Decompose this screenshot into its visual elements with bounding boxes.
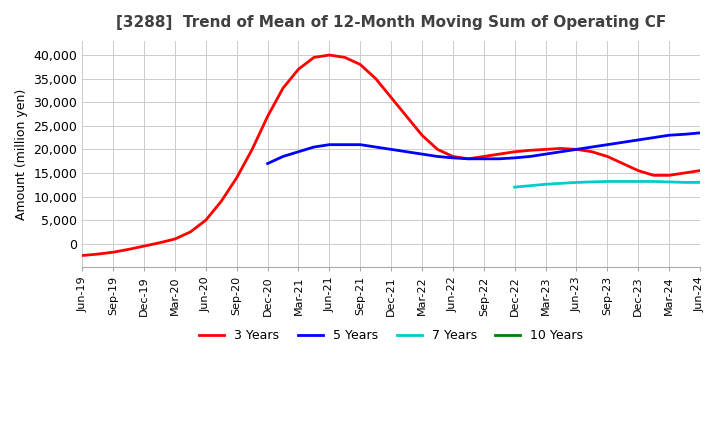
5 Years bbox=[603, 142, 612, 147]
3 Years bbox=[387, 95, 395, 100]
3 Years bbox=[480, 154, 488, 159]
3 Years bbox=[233, 175, 241, 180]
3 Years bbox=[464, 156, 472, 161]
3 Years bbox=[680, 170, 689, 176]
3 Years bbox=[665, 172, 673, 178]
3 Years bbox=[510, 149, 519, 154]
3 Years bbox=[186, 229, 194, 235]
3 Years bbox=[264, 114, 272, 119]
5 Years bbox=[325, 142, 333, 147]
3 Years bbox=[140, 243, 148, 249]
Legend: 3 Years, 5 Years, 7 Years, 10 Years: 3 Years, 5 Years, 7 Years, 10 Years bbox=[194, 324, 588, 347]
3 Years bbox=[94, 251, 102, 257]
3 Years bbox=[356, 62, 364, 67]
3 Years bbox=[696, 168, 704, 173]
3 Years bbox=[372, 76, 380, 81]
7 Years bbox=[649, 179, 658, 184]
5 Years bbox=[649, 135, 658, 140]
3 Years bbox=[418, 132, 426, 138]
Line: 7 Years: 7 Years bbox=[515, 181, 700, 187]
7 Years bbox=[588, 179, 596, 184]
3 Years bbox=[541, 147, 550, 152]
7 Years bbox=[541, 182, 550, 187]
5 Years bbox=[696, 130, 704, 136]
5 Years bbox=[526, 154, 534, 159]
5 Years bbox=[264, 161, 272, 166]
5 Years bbox=[402, 149, 411, 154]
7 Years bbox=[510, 184, 519, 190]
3 Years bbox=[449, 154, 457, 159]
3 Years bbox=[248, 147, 256, 152]
7 Years bbox=[634, 179, 642, 184]
7 Years bbox=[603, 179, 612, 184]
5 Years bbox=[572, 147, 581, 152]
5 Years bbox=[510, 155, 519, 161]
5 Years bbox=[341, 142, 349, 147]
3 Years bbox=[325, 52, 333, 58]
3 Years bbox=[109, 249, 117, 255]
5 Years bbox=[634, 137, 642, 143]
Title: [3288]  Trend of Mean of 12-Month Moving Sum of Operating CF: [3288] Trend of Mean of 12-Month Moving … bbox=[116, 15, 666, 30]
Y-axis label: Amount (million yen): Amount (million yen) bbox=[15, 88, 28, 220]
7 Years bbox=[618, 179, 627, 184]
7 Years bbox=[696, 180, 704, 185]
5 Years bbox=[387, 147, 395, 152]
3 Years bbox=[156, 240, 164, 246]
3 Years bbox=[634, 168, 642, 173]
5 Years bbox=[480, 156, 488, 161]
3 Years bbox=[202, 217, 210, 223]
5 Years bbox=[449, 155, 457, 161]
3 Years bbox=[78, 253, 86, 258]
3 Years bbox=[495, 151, 503, 157]
7 Years bbox=[526, 183, 534, 188]
5 Years bbox=[356, 142, 364, 147]
3 Years bbox=[557, 146, 565, 151]
5 Years bbox=[372, 144, 380, 150]
3 Years bbox=[310, 55, 318, 60]
7 Years bbox=[572, 180, 581, 185]
5 Years bbox=[310, 144, 318, 150]
3 Years bbox=[294, 66, 303, 72]
5 Years bbox=[433, 154, 442, 159]
7 Years bbox=[557, 181, 565, 186]
3 Years bbox=[649, 172, 658, 178]
3 Years bbox=[171, 236, 179, 242]
5 Years bbox=[618, 139, 627, 145]
3 Years bbox=[433, 147, 442, 152]
5 Years bbox=[418, 151, 426, 157]
5 Years bbox=[495, 156, 503, 161]
Line: 3 Years: 3 Years bbox=[82, 55, 700, 256]
3 Years bbox=[572, 147, 581, 152]
Line: 5 Years: 5 Years bbox=[268, 133, 700, 164]
3 Years bbox=[279, 85, 287, 91]
3 Years bbox=[526, 148, 534, 153]
3 Years bbox=[341, 55, 349, 60]
5 Years bbox=[294, 149, 303, 154]
5 Years bbox=[680, 132, 689, 137]
5 Years bbox=[464, 156, 472, 161]
7 Years bbox=[680, 180, 689, 185]
3 Years bbox=[618, 161, 627, 166]
5 Years bbox=[588, 144, 596, 150]
3 Years bbox=[217, 198, 225, 204]
3 Years bbox=[588, 149, 596, 154]
5 Years bbox=[665, 132, 673, 138]
5 Years bbox=[541, 151, 550, 157]
3 Years bbox=[125, 247, 133, 252]
3 Years bbox=[603, 154, 612, 159]
3 Years bbox=[402, 114, 411, 119]
5 Years bbox=[279, 154, 287, 159]
7 Years bbox=[665, 179, 673, 184]
5 Years bbox=[557, 149, 565, 154]
